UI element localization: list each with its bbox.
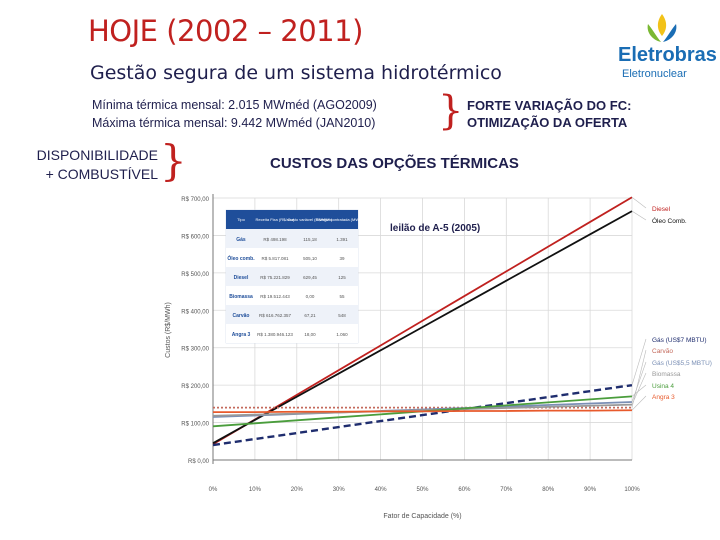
table-header-cell: Energia contratada (MWmed) [316,217,369,222]
series-line-5 [212,403,633,417]
table-row [226,267,358,286]
table-row [226,248,358,267]
x-tick-label: 80% [542,487,555,493]
legend-leader [631,384,647,397]
table-cell: Diesel [234,275,249,281]
logo-name: Eletrobras [618,44,717,66]
legend-leader [631,210,647,221]
logo-subname: Eletronuclear [622,68,687,80]
right-brace-icon: } [438,88,464,134]
x-tick-label: 70% [500,487,513,493]
table-cell: 505,10 [303,256,317,261]
table-cell: 67,21 [304,313,316,318]
slide-title: HOJE (2002 – 2011) [88,14,363,48]
table-cell: R$ 5.817.081 [261,256,289,261]
legend-label: Gás (US$7 MBTU) [652,337,707,344]
x-tick-label: 0% [209,487,218,493]
legend-leader [631,349,647,408]
slide-subtitle: Gestão segura de um sistema hidrotérmico [90,62,502,84]
table-cell: 629,45 [303,275,317,280]
legend-label: Óleo Comb. [652,216,687,225]
disp-line-1: DISPONIBILIDADE [36,147,158,163]
legend-label: Diesel [652,206,671,213]
table-cell: 115,18 [303,237,317,242]
table-cell: R$ 1.380.946.123 [257,332,293,337]
table-header-bg [226,210,358,229]
table-header-cell: Receita Fixa (R$/ano) [256,217,296,222]
table-cell: R$ 75.221.829 [260,275,290,280]
table-cell: 39 [339,256,345,261]
table-row [226,305,358,324]
legend-leader [631,197,647,209]
table-cell: R$ 19.512.443 [260,294,290,299]
legend-leader [631,361,647,403]
right-brace-2-icon: } [160,136,187,185]
x-tick-label: 100% [624,487,640,493]
y-tick-label: R$ 0,00 [188,459,210,465]
fc-line-2: OTIMIZAÇÃO DA OFERTA [467,115,628,130]
x-tick-label: 20% [291,487,304,493]
disp-line-2: + COMBUSTÍVEL [45,166,158,182]
eletrobras-logo: Eletrobras Eletronuclear [612,10,717,85]
legend-leader [631,395,647,411]
legend-label: Carvão [652,348,673,355]
table-cell: 55 [339,294,345,299]
table-cell: 18,00 [304,332,316,337]
table-cell: Gás [236,237,246,243]
table-row [226,324,358,343]
legend-label: Angra 3 [652,394,675,401]
table-cell: Óleo comb. [227,254,255,262]
y-tick-label: R$ 100,00 [181,422,209,428]
table-cell: 1.391 [336,237,348,242]
series-line-1 [212,210,633,444]
table-header-cell: Custo variável (R$/MWh) [288,217,333,222]
min-thermal-line: Mínima térmica mensal: 2.015 MWméd (AGO2… [92,98,377,112]
y-tick-label: R$ 200,00 [181,384,209,390]
table-cell: 548 [338,313,346,318]
x-tick-label: 50% [416,487,429,493]
x-tick-label: 60% [458,487,471,493]
legend-label: Usina 4 [652,383,674,390]
x-axis-label: Fator de Capacidade (%) [383,513,461,520]
y-tick-label: R$ 500,00 [181,272,209,278]
y-tick-label: R$ 300,00 [181,347,209,353]
legend-label: Biomassa [652,371,681,378]
legend-label: Gás (US$5,5 MBTU) [652,360,712,367]
x-tick-label: 40% [375,487,388,493]
fc-line-1: FORTE VARIAÇÃO DO FC: [467,98,632,113]
series-line-2 [212,383,633,447]
x-tick-label: 30% [333,487,346,493]
table-cell: 0,00 [306,294,315,299]
table-cell: R$ 498.198 [263,237,287,242]
table-row [226,229,358,248]
series-line-0 [212,196,633,446]
table-cell: Carvão [233,313,250,319]
table-cell: Biomassa [229,294,253,300]
table-cell: 125 [338,275,346,280]
costs-heading: CUSTOS DAS OPÇÕES TÉRMICAS [270,155,519,172]
table-cell: 1.060 [336,332,348,337]
auction-label: leilão de A-5 (2005) [390,223,481,234]
legend-leader [631,338,647,386]
table-row [226,286,358,305]
y-axis-label: Custos (R$/MWh) [165,302,172,358]
y-tick-label: R$ 600,00 [181,234,209,240]
table-header-cell: Tipo [237,217,245,222]
y-tick-label: R$ 400,00 [181,309,209,315]
legend-leader [631,372,647,405]
y-tick-label: R$ 700,00 [181,197,209,203]
table-cell: Angra 3 [232,332,251,338]
max-thermal-line: Máxima térmica mensal: 9.442 MWméd (JAN2… [92,116,376,130]
eletrobras-flame-icon [647,14,677,42]
x-tick-label: 90% [584,487,597,493]
table-cell: R$ 616.762.357 [259,313,292,318]
x-tick-label: 10% [249,487,262,493]
series-line-7 [213,409,633,413]
